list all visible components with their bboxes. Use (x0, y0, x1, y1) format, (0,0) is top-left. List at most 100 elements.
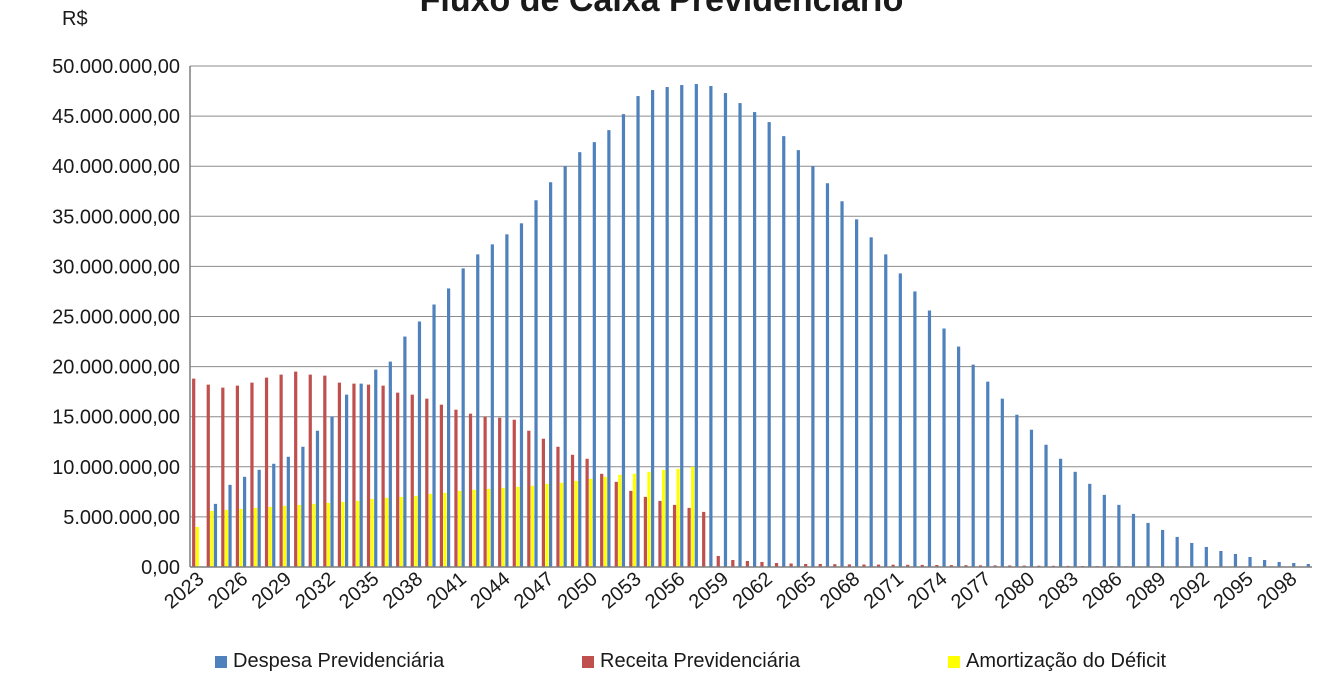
bar-receita-2063 (774, 562, 779, 567)
bar-receita-2048 (556, 446, 560, 567)
bar-despesa-2036 (388, 361, 392, 567)
chart-title: Fluxo de Caixa Previdenciário (419, 0, 904, 19)
bar-amortizacao-2050 (589, 478, 593, 567)
bar-receita-2027 (250, 382, 254, 567)
bar-receita-2050 (585, 458, 589, 567)
bar-amortizacao-2032 (326, 502, 331, 567)
bar-amortizacao-2038 (414, 495, 418, 567)
bar-amortizacao-2046 (530, 485, 535, 567)
bar-amortizacao-2045 (516, 486, 520, 567)
bar-amortizacao-2043 (487, 488, 491, 567)
legend-item-despesa[interactable]: Despesa Previdenciária (215, 650, 444, 673)
bar-despesa-2050 (592, 142, 596, 567)
x-tick-label: 2029 (248, 568, 296, 613)
bar-despesa-2046 (534, 200, 538, 567)
bar-receita-2070 (876, 564, 881, 567)
bar-receita-2060 (731, 559, 735, 567)
bar-receita-2057 (687, 507, 691, 567)
bar-receita-2034 (352, 383, 356, 567)
bar-receita-2024 (206, 384, 210, 567)
bar-amortizacao-2024 (210, 510, 214, 567)
legend-label-amortizacao: Amortização do Déficit (966, 650, 1167, 672)
bar-amortizacao-2026 (239, 508, 243, 567)
bar-receita-2065 (804, 563, 808, 567)
bar-despesa-2057 (694, 84, 698, 567)
bar-despesa-2034 (359, 383, 363, 567)
bar-receita-2051 (600, 473, 604, 567)
bar-receita-2043 (483, 416, 487, 567)
bar-despesa-2080 (1029, 429, 1034, 567)
bar-receita-2032 (323, 375, 327, 567)
bar-despesa-2066 (825, 183, 830, 568)
bar-amortizacao-2048 (559, 482, 564, 567)
legend-item-receita[interactable]: Receita Previdenciária (582, 650, 800, 673)
bar-amortizacao-2023 (195, 526, 199, 567)
bar-despesa-2043 (490, 244, 494, 568)
bar-amortizacao-2037 (399, 496, 403, 567)
bar-receita-2029 (279, 374, 283, 567)
bar-despesa-2085 (1102, 494, 1106, 567)
bar-despesa-2059 (723, 93, 728, 568)
bar-despesa-2054 (651, 90, 655, 568)
bar-receita-2026 (235, 385, 239, 567)
bar-despesa-2056 (680, 85, 684, 567)
y-tick-label: 25.000.000,00 (52, 307, 180, 329)
bar-despesa-2042 (476, 254, 480, 567)
bar-despesa-2069 (869, 237, 873, 567)
bar-despesa-2067 (840, 201, 844, 567)
bar-amortizacao-2035 (370, 498, 374, 567)
bar-despesa-2096 (1263, 559, 1267, 567)
bar-receita-2033 (337, 382, 341, 567)
bar-receita-2067 (833, 564, 837, 567)
bar-despesa-2090 (1175, 536, 1179, 567)
bar-despesa-2055 (665, 87, 669, 567)
bars (192, 84, 1310, 568)
bar-receita-2025 (221, 387, 225, 567)
bar-despesa-2031 (315, 430, 320, 567)
bar-despesa-2070 (884, 254, 888, 567)
bar-despesa-2079 (1015, 414, 1019, 567)
bar-despesa-2052 (621, 114, 626, 567)
bar-receita-2078 (993, 565, 997, 567)
y-tick-label: 0,00 (141, 557, 180, 579)
legend-item-amortizacao[interactable]: Amortização do Déficit (948, 650, 1166, 673)
x-tick-label: 2056 (641, 568, 689, 613)
bar-receita-2077 (978, 565, 983, 567)
bar-receita-2031 (308, 374, 312, 567)
x-tick-label: 2095 (1209, 568, 1257, 613)
y-tick-label: 45.000.000,00 (52, 106, 180, 128)
bar-receita-2074 (935, 565, 939, 567)
bar-despesa-2065 (811, 166, 815, 567)
x-tick-label: 2080 (991, 568, 1039, 613)
bar-receita-2058 (702, 511, 706, 567)
bar-receita-2071 (891, 564, 895, 567)
x-tick-label: 2092 (1166, 568, 1214, 613)
bar-despesa-2047 (549, 182, 553, 568)
x-tick-label: 2074 (903, 568, 951, 613)
y-tick-label: 35.000.000,00 (52, 206, 180, 228)
bar-despesa-2062 (767, 122, 771, 568)
bar-receita-2064 (789, 563, 793, 567)
bar-amortizacao-2040 (443, 492, 447, 567)
chart-plot: 0,00 5.000.000,00 10.000.000,00 15.000.000,… (52, 56, 1312, 613)
legend-label-despesa: Despesa Previdenciária (233, 650, 445, 672)
bar-receita-2054 (643, 496, 647, 567)
bar-despesa-2044 (505, 234, 509, 567)
x-tick-label: 2032 (291, 568, 339, 613)
y-axis-unit-label: R$ (62, 8, 88, 30)
bar-amortizacao-2051 (603, 476, 607, 567)
bar-amortizacao-2031 (312, 503, 316, 567)
gridlines (190, 65, 1312, 568)
bar-despesa-2094 (1233, 553, 1238, 567)
bar-despesa-2053 (636, 96, 640, 567)
bar-receita-2076 (964, 565, 968, 567)
bar-amortizacao-2029 (283, 505, 287, 567)
bar-receita-2075 (949, 565, 953, 567)
bar-amortizacao-2025 (224, 509, 229, 567)
x-tick-label: 2086 (1078, 568, 1126, 613)
bar-despesa-2040 (447, 288, 451, 567)
bar-receita-2055 (658, 500, 662, 567)
bar-receita-2072 (906, 564, 910, 567)
x-tick-label: 2026 (204, 568, 252, 613)
x-tick-label: 2035 (335, 568, 383, 613)
